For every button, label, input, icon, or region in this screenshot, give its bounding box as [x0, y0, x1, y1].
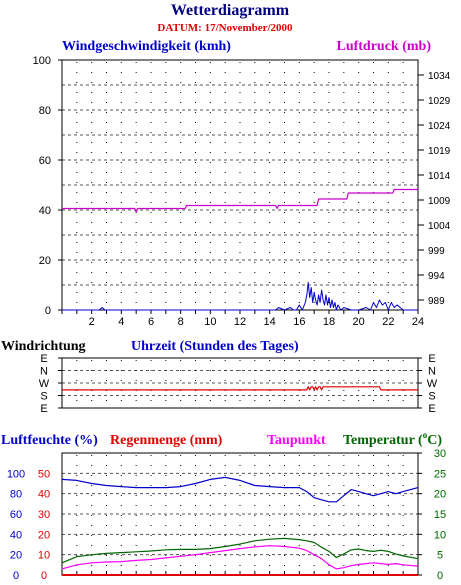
humidity-tick-label: 20	[10, 550, 22, 562]
pressure-series-line	[62, 188, 418, 213]
time-axis-label: Uhrzeit (Stunden des Tages)	[131, 339, 299, 354]
wind-direction-grid	[62, 360, 418, 406]
wind-pressure-grid	[62, 62, 418, 308]
y-tick-label-right: 1019	[428, 146, 451, 157]
y-tick-label-left: 80	[39, 105, 51, 117]
direction-tick-label-right: E	[428, 353, 435, 365]
rain-tick-label: 0	[41, 570, 47, 582]
x-tick-label: 4	[118, 316, 124, 328]
y-tick-label-right: 994	[428, 271, 445, 282]
wind-direction-ticks: E EN NW WS SE E	[39, 353, 438, 415]
pressure-label: Luftdruck (mb)	[336, 39, 431, 54]
x-tick-label: 20	[353, 316, 365, 328]
direction-tick-label-left: S	[40, 391, 47, 403]
temperature-tick-label: 25	[434, 468, 446, 480]
x-tick-label: 2	[89, 316, 95, 328]
temperature-tick-label: 0	[437, 570, 443, 582]
rain-tick-label: 30	[38, 509, 50, 521]
humidity-tick-label: 0	[13, 570, 19, 582]
rain-label: Regenmenge (mm)	[110, 433, 223, 448]
wind-direction-series	[62, 386, 418, 391]
temperature-series-line	[61, 537, 419, 564]
x-tick-label: 24	[412, 316, 424, 328]
temperature-tick-label: 20	[434, 489, 446, 501]
y-tick-label-right: 1034	[428, 71, 451, 82]
humidity-tick-label: 100	[7, 468, 25, 480]
wind-speed-label: Windgeschwindigkeit (kmh)	[62, 39, 231, 54]
y-tick-label-left: 0	[45, 305, 51, 317]
temperature-tick-label: 10	[434, 529, 446, 541]
humidity-tick-label: 60	[10, 509, 22, 521]
humidity-temp-grid	[62, 455, 418, 573]
humidity-temp-series	[61, 476, 419, 576]
wind-direction-series-line	[62, 386, 418, 391]
temperature-tick-label: 30	[434, 448, 446, 460]
humidity-tick-label: 40	[10, 529, 22, 541]
y-tick-label-left: 100	[33, 55, 51, 67]
y-tick-label-left: 40	[39, 205, 51, 217]
y-tick-label-left: 20	[39, 255, 51, 267]
y-tick-label-right: 999	[428, 246, 445, 257]
rain-tick-label: 40	[38, 489, 50, 501]
y-tick-label-left: 60	[39, 155, 51, 167]
y-tick-label-right: 1009	[428, 196, 451, 207]
wind-direction-label: Windrichtung	[1, 339, 86, 354]
dewpoint-label: Taupunkt	[267, 433, 326, 448]
date-label: DATUM: 17/November/2000	[157, 22, 293, 34]
direction-tick-label-right: S	[428, 391, 435, 403]
wind-speed-series-line	[62, 282, 418, 311]
x-tick-label: 18	[323, 316, 335, 328]
humidity-tick-label: 80	[10, 489, 22, 501]
y-tick-label-right: 1024	[428, 121, 451, 132]
x-tick-label: 8	[178, 316, 184, 328]
y-tick-label-right: 989	[428, 296, 445, 307]
temperature-label: Temperatur (oC)	[343, 430, 442, 448]
x-tick-label: 14	[264, 316, 276, 328]
y-tick-label-right: 1029	[428, 96, 451, 107]
direction-tick-label-left: E	[40, 353, 47, 365]
direction-tick-label-right: W	[427, 378, 438, 390]
wind-pressure-series	[62, 188, 418, 311]
x-tick-label: 6	[148, 316, 154, 328]
x-tick-label: 10	[204, 316, 216, 328]
x-tick-label: 16	[293, 316, 305, 328]
direction-tick-label-left: E	[40, 403, 47, 415]
chart-title: Wetterdiagramm	[171, 2, 290, 19]
x-tick-label: 12	[234, 316, 246, 328]
temperature-tick-label: 15	[434, 509, 446, 521]
rain-tick-label: 50	[38, 468, 50, 480]
temperature-tick-label: 5	[437, 550, 443, 562]
rain-tick-label: 10	[38, 550, 50, 562]
x-tick-label: 22	[382, 316, 394, 328]
dewpoint-series-line	[61, 545, 419, 570]
humidity-label: Luftfeuchte (%)	[1, 433, 98, 448]
direction-tick-label-right: N	[428, 366, 436, 378]
y-tick-label-right: 1004	[428, 221, 451, 232]
direction-tick-label-right: E	[428, 403, 435, 415]
humidity-series-line	[61, 476, 419, 503]
humidity-temp-ticks: 0 20 40 60 80 100 0 10 20 30 40 50 0 5 10 15 20 25 30	[7, 448, 446, 582]
direction-tick-label-left: N	[40, 366, 48, 378]
y-tick-label-right: 1014	[428, 171, 451, 182]
rain-tick-label: 20	[38, 529, 50, 541]
direction-tick-label-left: W	[39, 378, 50, 390]
wind-pressure-ticks: 0204060801009899949991004100910141019102…	[33, 55, 451, 328]
